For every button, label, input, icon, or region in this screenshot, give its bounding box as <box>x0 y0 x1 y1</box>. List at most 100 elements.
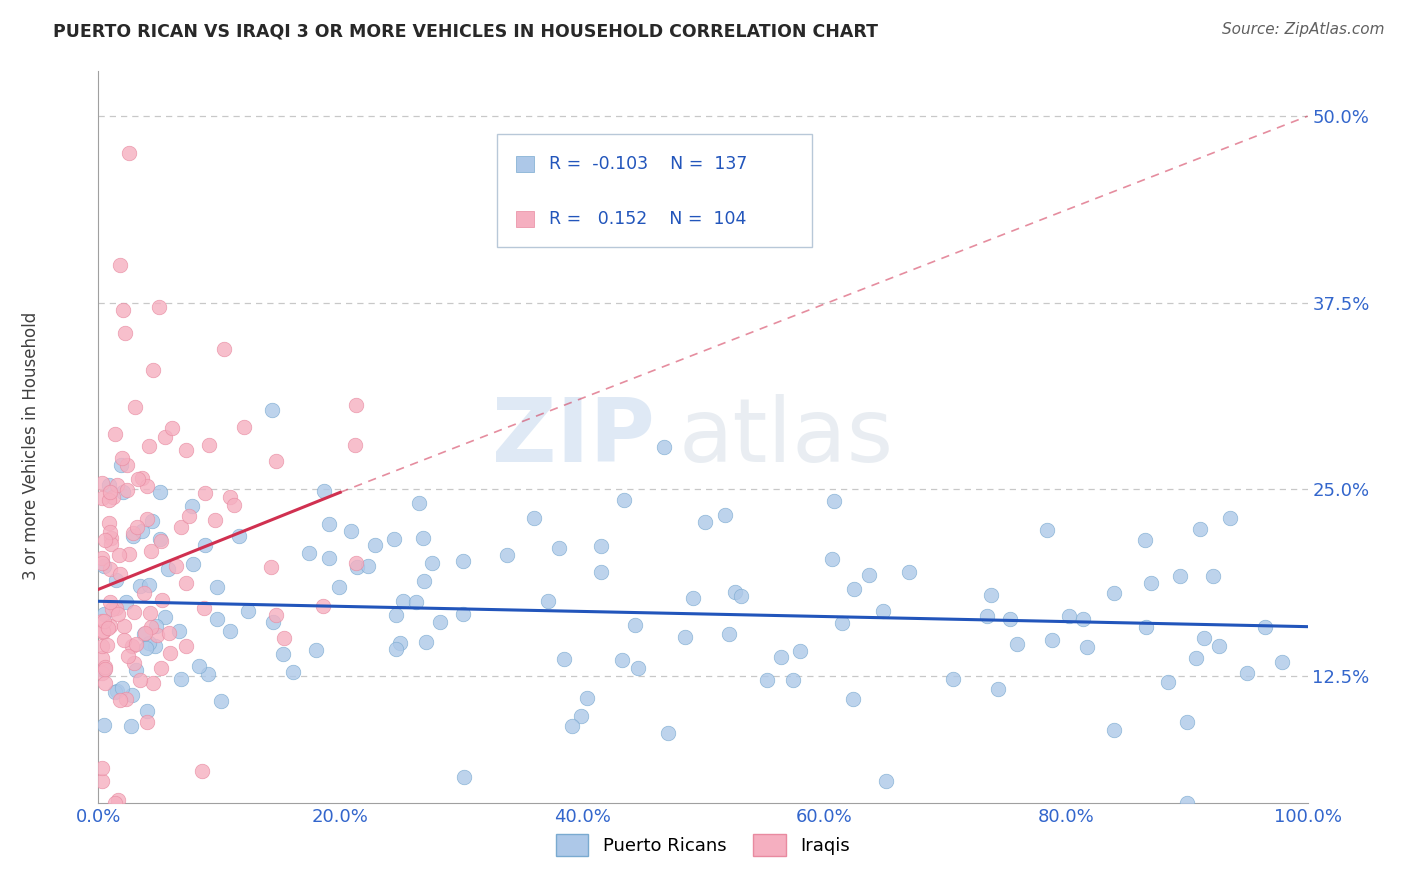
Point <box>898 566 921 580</box>
Point <box>339 524 361 539</box>
Text: 3 or more Vehicles in Household: 3 or more Vehicles in Household <box>22 312 39 580</box>
Point <box>139 544 162 558</box>
Point <box>266 608 288 623</box>
Point <box>1202 569 1225 583</box>
Point <box>1219 511 1241 525</box>
Point <box>112 619 135 633</box>
Point <box>569 709 592 723</box>
Point <box>232 420 254 434</box>
Point <box>188 659 211 673</box>
Point <box>1157 675 1180 690</box>
Point <box>91 556 114 570</box>
Point <box>264 454 287 468</box>
Point <box>328 580 350 594</box>
Point <box>382 533 405 547</box>
Point <box>343 438 366 452</box>
Point <box>142 675 165 690</box>
Point <box>1236 665 1258 680</box>
Point <box>1208 639 1230 653</box>
Point <box>875 773 897 788</box>
Point <box>91 773 114 788</box>
Point <box>613 493 636 508</box>
Point <box>717 627 740 641</box>
Point <box>150 533 173 548</box>
Point <box>191 764 214 779</box>
Point <box>987 681 1010 696</box>
Point <box>193 485 215 500</box>
Point <box>522 511 544 525</box>
Point <box>842 691 865 706</box>
Point <box>162 421 184 435</box>
Point <box>114 326 136 340</box>
Point <box>100 537 122 551</box>
Point <box>1102 585 1125 599</box>
Point <box>153 430 176 444</box>
Point <box>193 601 215 615</box>
Point <box>129 673 152 688</box>
Text: R =  -0.103    N =  137: R = -0.103 N = 137 <box>548 155 747 173</box>
Point <box>553 652 575 666</box>
Point <box>104 574 127 588</box>
Point <box>165 559 187 574</box>
Point <box>412 531 434 545</box>
Point <box>121 719 143 733</box>
Point <box>1177 796 1199 810</box>
Point <box>114 594 136 608</box>
Point <box>96 638 118 652</box>
Point <box>104 426 127 441</box>
Point <box>1140 576 1163 591</box>
Point <box>174 639 197 653</box>
Point <box>135 714 157 729</box>
Point <box>122 529 145 543</box>
FancyBboxPatch shape <box>516 156 534 172</box>
Point <box>167 624 190 639</box>
Point <box>104 796 127 810</box>
Point <box>129 579 152 593</box>
Point <box>124 401 146 415</box>
Point <box>1102 723 1125 737</box>
Point <box>97 622 120 636</box>
Point <box>91 665 114 680</box>
Point <box>657 725 679 739</box>
Point <box>98 619 121 633</box>
Point <box>112 632 135 647</box>
Point <box>121 526 143 541</box>
Point <box>318 517 340 532</box>
Point <box>111 303 134 318</box>
Point <box>131 470 153 484</box>
Point <box>1189 522 1212 536</box>
Point <box>591 539 613 553</box>
Point <box>204 513 226 527</box>
Point <box>111 681 134 696</box>
Point <box>858 567 880 582</box>
Point <box>260 560 283 574</box>
Point <box>197 666 219 681</box>
Point <box>105 600 128 615</box>
Point <box>236 604 259 618</box>
Point <box>1271 655 1294 669</box>
Point <box>1071 612 1094 626</box>
Point <box>108 566 131 581</box>
Point <box>976 609 998 624</box>
Text: R =   0.152    N =  104: R = 0.152 N = 104 <box>548 211 747 228</box>
Point <box>93 614 115 628</box>
Point <box>1175 715 1198 730</box>
Point <box>125 637 148 651</box>
Point <box>1036 524 1059 538</box>
Point <box>136 512 159 526</box>
Point <box>789 644 811 658</box>
Point <box>121 640 143 654</box>
Point <box>112 485 135 500</box>
Point <box>143 640 166 654</box>
Point <box>682 591 704 605</box>
Point <box>589 565 612 579</box>
Point <box>408 496 430 510</box>
Point <box>149 484 172 499</box>
Point <box>139 620 162 634</box>
Point <box>831 615 853 630</box>
Point <box>91 760 114 774</box>
Point <box>91 475 114 490</box>
Point <box>1005 637 1028 651</box>
Point <box>170 672 193 686</box>
Point <box>174 575 197 590</box>
